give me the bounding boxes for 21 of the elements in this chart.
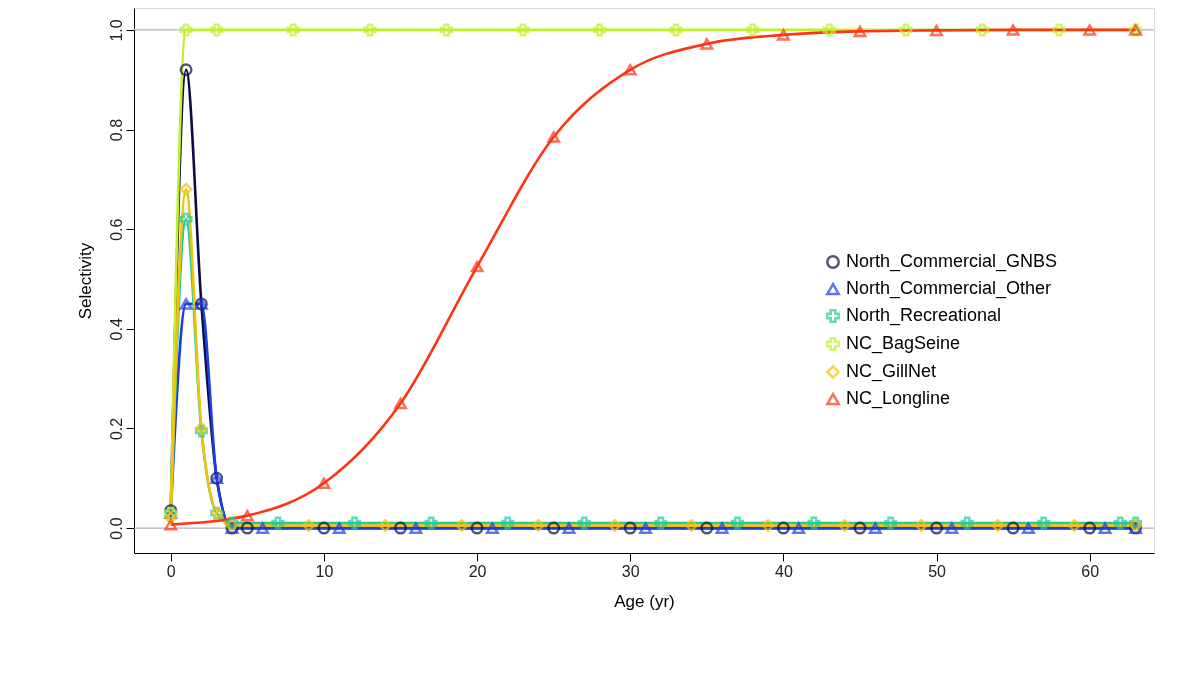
y-tick-label: 0.2 [107, 417, 125, 441]
y-axis-title: Selectivity [75, 242, 95, 320]
legend-label: NC_GillNet [846, 361, 937, 382]
x-tick-label: 0 [166, 562, 176, 580]
legend-label: NC_Longline [846, 388, 951, 409]
y-tick-label: 0.0 [107, 517, 125, 540]
legend-label: North_Recreational [846, 305, 1002, 326]
y-tick-label: 0.8 [107, 118, 125, 142]
x-tick-label: 10 [315, 562, 334, 580]
x-tick-label: 60 [1081, 562, 1100, 580]
y-tick-label: 0.4 [107, 318, 125, 341]
x-tick-label: 20 [468, 562, 487, 580]
y-tick-label: 0.6 [107, 218, 125, 241]
x-axis-title: Age (yr) [614, 591, 675, 611]
y-tick-label: 1.0 [107, 19, 125, 42]
legend-label: North_Commercial_Other [846, 278, 1052, 299]
x-tick-label: 40 [774, 562, 793, 580]
legend-label: NC_BagSeine [846, 333, 961, 354]
x-tick-label: 50 [928, 562, 947, 580]
legend-label: North_Commercial_GNBS [846, 251, 1058, 272]
x-tick-label: 30 [621, 562, 640, 580]
